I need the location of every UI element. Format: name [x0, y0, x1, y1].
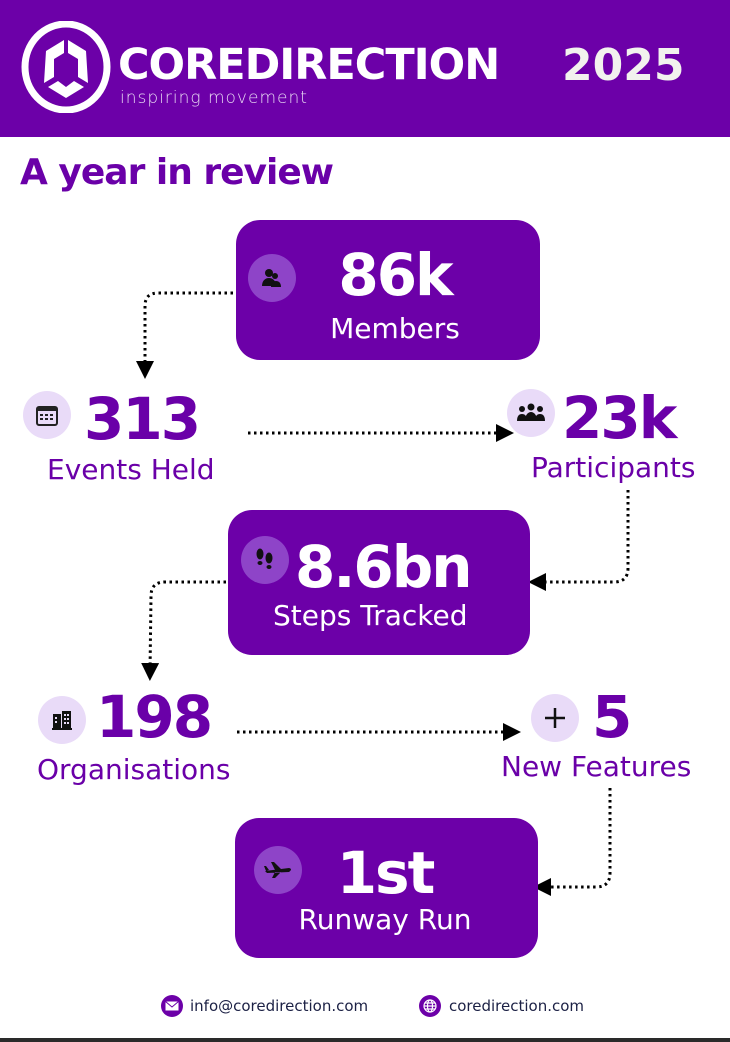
- stat-value: 8.6bn: [295, 533, 473, 601]
- stat-card-runway: 1st Runway Run: [235, 818, 538, 958]
- stat-label-organisations: Organisations: [37, 753, 231, 786]
- stat-card-steps: 8.6bn Steps Tracked: [228, 510, 530, 655]
- arrow-steps-to-organisations: [141, 580, 226, 681]
- globe-icon: [419, 995, 441, 1017]
- arrow-members-to-events: [136, 291, 233, 379]
- stat-value-participants: 23k: [562, 384, 677, 452]
- members-icon: [248, 254, 296, 302]
- footer-email-link[interactable]: info@coredirection.com: [190, 997, 369, 1015]
- brand-name: COREDIRECTION: [118, 40, 500, 90]
- stat-label: Members: [330, 312, 460, 345]
- footer-website-link[interactable]: coredirection.com: [449, 997, 585, 1015]
- stat-label-participants: Participants: [531, 451, 696, 484]
- group-icon: [507, 389, 555, 437]
- header-banner: COREDIRECTION inspiring movement 2025: [0, 0, 730, 137]
- arrow-features-to-runway: [533, 788, 612, 896]
- stat-value-features: 5: [592, 683, 632, 751]
- footprints-icon: [241, 536, 289, 584]
- stat-label: Steps Tracked: [273, 599, 468, 632]
- page-title: A year in review: [20, 152, 334, 193]
- airplane-icon: [254, 846, 302, 894]
- stat-label-features: New Features: [501, 750, 692, 783]
- mail-icon: [161, 995, 183, 1017]
- stat-value-organisations: 198: [96, 683, 213, 751]
- stat-value: 1st: [336, 839, 436, 907]
- brand-tagline: inspiring movement: [120, 88, 308, 108]
- plus-icon: [531, 694, 579, 742]
- stat-label: Runway Run: [298, 903, 472, 936]
- stat-value-events: 313: [84, 385, 201, 453]
- coredirection-logo-icon: [21, 21, 111, 113]
- arrow-participants-to-steps: [528, 490, 630, 591]
- calendar-icon: [23, 391, 71, 439]
- building-icon: [38, 696, 86, 744]
- stat-label-events: Events Held: [47, 453, 215, 486]
- bottom-divider: [0, 1038, 730, 1042]
- report-year: 2025: [562, 40, 685, 91]
- stat-card-members: 86k Members: [236, 220, 540, 360]
- stat-value: 86k: [338, 241, 453, 309]
